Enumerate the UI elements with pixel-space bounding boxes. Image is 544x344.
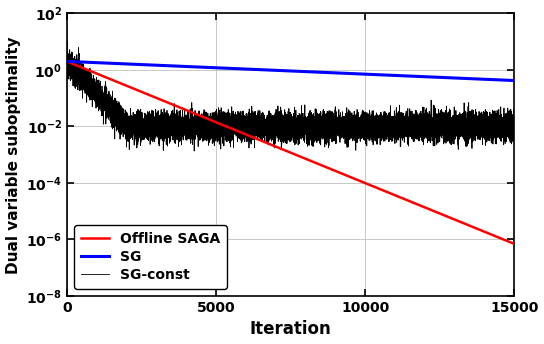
SG [314, 70, 321, 74]
Offline SAGA [511, 242, 517, 246]
SG-const [64, 40, 71, 44]
SG [64, 59, 70, 63]
Line: Offline SAGA: Offline SAGA [67, 61, 514, 244]
SG-const [420, 123, 426, 127]
Legend: Offline SAGA, SG, SG-const: Offline SAGA, SG, SG-const [74, 225, 227, 289]
SG [449, 76, 455, 80]
Offline SAGA [510, 241, 517, 246]
SG-const [191, 149, 197, 153]
Offline SAGA [420, 205, 426, 209]
Offline SAGA [348, 175, 355, 180]
Offline SAGA [449, 216, 455, 221]
SG [348, 72, 355, 76]
SG [510, 78, 517, 83]
Line: SG: SG [67, 61, 514, 80]
SG-const [511, 136, 517, 140]
SG-const [197, 125, 203, 129]
SG [511, 78, 517, 83]
SG-const [64, 59, 70, 63]
Offline SAGA [314, 162, 321, 166]
Offline SAGA [197, 114, 203, 118]
Y-axis label: Dual variable suboptimality: Dual variable suboptimality [5, 36, 21, 273]
SG-const [510, 123, 517, 127]
Line: SG-const: SG-const [67, 42, 514, 151]
SG-const [314, 133, 321, 137]
SG [197, 65, 203, 69]
SG [420, 75, 426, 79]
X-axis label: Iteration: Iteration [250, 321, 331, 338]
SG-const [348, 128, 355, 132]
SG-const [449, 128, 455, 132]
Offline SAGA [64, 59, 70, 63]
